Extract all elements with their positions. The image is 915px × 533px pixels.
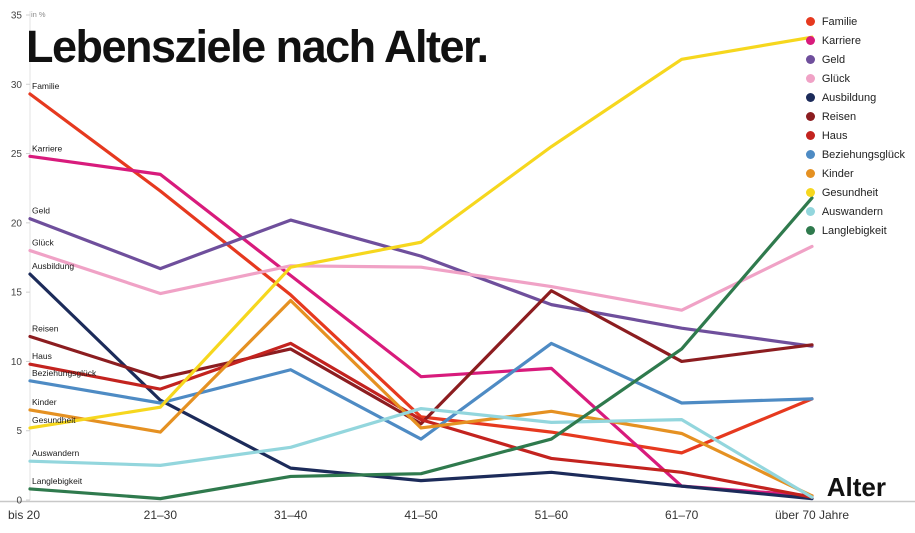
- series-line-kinder: [28, 298, 814, 498]
- series-line-karriere: [28, 154, 814, 498]
- series-line-auswandern: [28, 406, 814, 499]
- x-tick-label: bis 20: [8, 508, 40, 522]
- legend-item-ausbildung: Ausbildung: [805, 88, 905, 107]
- series-start-label: Glück: [32, 238, 54, 248]
- series-start-label: Ausbildung: [32, 261, 74, 271]
- series-line-langlebigkeit: [28, 196, 814, 501]
- y-axis-tick-labels: 0 5 10 15 20 25 30 35: [11, 11, 30, 507]
- series-line-reisen: [28, 289, 814, 426]
- legend-color-dot: [805, 207, 815, 216]
- legend-color-dot: [805, 93, 815, 102]
- series-start-label: Gesundheit: [32, 415, 76, 425]
- x-tick-label: 51–60: [535, 508, 569, 522]
- y-tick-label: 15: [11, 288, 23, 299]
- legend-label: Geld: [821, 53, 846, 66]
- x-axis-tick-labels: bis 20 21–30 31–40 41–50 51–60 61–70 über 70 J…: [8, 508, 849, 522]
- legend-color-dot: [805, 226, 815, 235]
- legend-label: Langlebigkeit: [821, 224, 887, 237]
- legend-color-dot: [805, 17, 815, 26]
- x-axis-title: Alter: [826, 472, 886, 502]
- series-line-beziehungsglück: [28, 341, 814, 441]
- x-tick-label: 21–30: [144, 508, 178, 522]
- legend-label: Beziehungsglück: [821, 148, 905, 161]
- y-tick-label: 25: [11, 149, 23, 160]
- legend-item-familie: Familie: [805, 12, 905, 31]
- series-line-gesundheit: [28, 35, 814, 430]
- legend-item-geld: Geld: [805, 50, 905, 69]
- series-line-ausbildung: [28, 272, 814, 501]
- legend-item-reisen: Reisen: [805, 107, 905, 126]
- series-start-label: Reisen: [32, 323, 59, 333]
- series-start-label: Karriere: [32, 143, 63, 153]
- series-line-haus: [28, 341, 814, 499]
- series-start-label: Beziehungsglück: [32, 368, 97, 378]
- legend-label: Karriere: [821, 34, 861, 47]
- legend: Familie Karriere Geld Glück Ausbildung Reisen…: [805, 12, 905, 240]
- legend-item-langlebigkeit: Langlebigkeit: [805, 221, 905, 240]
- legend-item-glück: Glück: [805, 69, 905, 88]
- legend-item-beziehungsglück: Beziehungsglück: [805, 145, 905, 164]
- legend-item-auswandern: Auswandern: [805, 202, 905, 221]
- x-tick-label: über 70 Jahre: [775, 508, 849, 522]
- series-line-glück: [28, 244, 814, 312]
- legend-color-dot: [805, 74, 815, 83]
- legend-color-dot: [805, 150, 815, 159]
- legend-color-dot: [805, 169, 815, 178]
- series-line-geld: [28, 217, 814, 348]
- series-start-label: Geld: [32, 206, 50, 216]
- legend-label: Auswandern: [821, 205, 883, 218]
- legend-color-dot: [805, 131, 815, 140]
- legend-item-haus: Haus: [805, 126, 905, 145]
- series-start-label: Auswandern: [32, 448, 80, 458]
- legend-label: Glück: [821, 72, 850, 85]
- legend-label: Reisen: [821, 110, 857, 123]
- legend-item-kinder: Kinder: [805, 164, 905, 183]
- y-axis-unit-label: in %: [31, 10, 46, 19]
- legend-label: Kinder: [821, 167, 854, 180]
- x-tick-label: 61–70: [665, 508, 699, 522]
- series-start-label: Haus: [32, 351, 52, 361]
- y-tick-label: 0: [16, 496, 22, 507]
- series-start-labels: Familie Karriere Geld Glück Ausbildung Reisen…: [32, 81, 97, 486]
- legend-color-dot: [805, 55, 815, 64]
- legend-color-dot: [805, 188, 815, 197]
- legend-color-dot: [805, 36, 815, 45]
- legend-label: Haus: [821, 129, 848, 142]
- y-tick-label: 35: [11, 11, 23, 22]
- series-lines: [28, 35, 814, 501]
- y-tick-label: 10: [11, 357, 23, 368]
- series-start-label: Familie: [32, 81, 60, 91]
- y-tick-label: 5: [16, 426, 22, 437]
- series-start-label: Langlebigkeit: [32, 476, 83, 486]
- legend-color-dot: [805, 112, 815, 121]
- y-tick-label: 30: [11, 80, 23, 91]
- legend-label: Gesundheit: [821, 186, 879, 199]
- y-tick-label: 20: [11, 218, 23, 229]
- legend-label: Ausbildung: [821, 91, 877, 104]
- legend-item-gesundheit: Gesundheit: [805, 183, 905, 202]
- x-tick-label: 31–40: [274, 508, 308, 522]
- legend-item-karriere: Karriere: [805, 31, 905, 50]
- series-line-familie: [28, 92, 814, 455]
- series-start-label: Kinder: [32, 397, 57, 407]
- legend-label: Familie: [821, 15, 858, 28]
- x-tick-label: 41–50: [404, 508, 438, 522]
